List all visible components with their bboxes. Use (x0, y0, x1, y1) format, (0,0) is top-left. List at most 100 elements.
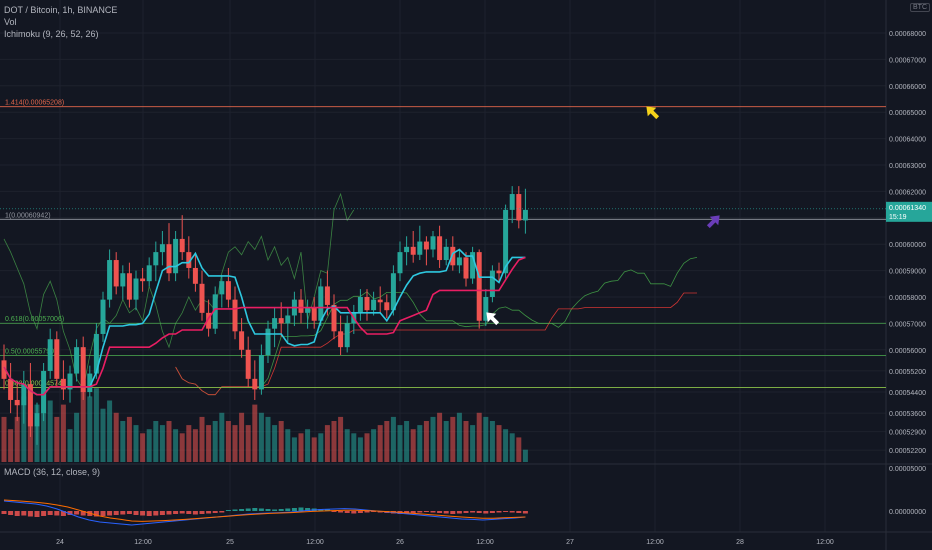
macd-hist-bar (437, 511, 443, 513)
candle-body (47, 339, 53, 371)
macd-hist-bar (80, 511, 86, 516)
purple-arrow-icon-shape (706, 215, 720, 229)
volume-bar (80, 380, 86, 462)
macd-hist-bar (331, 511, 337, 512)
candle-body (344, 323, 350, 348)
y-tick-label: 0.00065000 (889, 110, 926, 117)
volume-bar (351, 433, 357, 462)
volume-bar (159, 425, 165, 462)
volume-bar (206, 425, 212, 462)
volume-bar (463, 421, 469, 462)
x-tick-label: 27 (566, 539, 574, 546)
macd-zero-tick: 0.00000000 (889, 509, 926, 516)
lagging-span (3, 192, 355, 391)
volume-bar (113, 412, 119, 462)
y-tick-label: 0.00064000 (889, 137, 926, 144)
volume-bar (278, 421, 284, 462)
volume-bar (404, 421, 410, 462)
candle-body (74, 347, 80, 374)
macd-hist-bar (206, 511, 212, 514)
volume-bar (120, 421, 126, 462)
conversion-line (3, 248, 526, 396)
macd-indicator-label[interactable]: MACD (36, 12, close, 9) (4, 467, 101, 477)
y-tick-label: 0.00058000 (889, 295, 926, 302)
candle-body (489, 270, 495, 297)
candle-body (278, 318, 284, 324)
ichimoku-indicator-label[interactable]: Ichimoku (9, 26, 52, 26) (4, 29, 99, 39)
macd-hist-bar (225, 510, 231, 511)
candle-body (285, 315, 291, 324)
candle-body (450, 246, 456, 266)
candle-body (516, 194, 522, 221)
volume-bar (456, 412, 462, 462)
candle-body (173, 238, 179, 274)
volume-bar (450, 416, 456, 462)
candle-body (417, 241, 423, 255)
volume-bar (496, 425, 502, 462)
candle-body (503, 209, 509, 274)
volume-bar (133, 425, 139, 462)
candle-body (324, 286, 330, 305)
macd-hist-bar (153, 511, 159, 516)
candle-body (364, 297, 370, 311)
candle-body (265, 328, 271, 356)
volume-bar (522, 449, 528, 462)
macd-hist-bar (338, 511, 344, 513)
macd-hist-bar (516, 511, 522, 513)
macd-hist-bar (140, 511, 146, 516)
y-tick-label: 0.00052900 (889, 430, 926, 437)
macd-hist-bar (298, 507, 304, 511)
volume-bar (311, 437, 317, 462)
y-tick-label: 0.00060000 (889, 242, 926, 249)
candle-body (509, 194, 515, 210)
volume-bar (126, 416, 132, 462)
candle-body (252, 378, 258, 390)
macd-hist-bar (120, 511, 126, 515)
candle-body (192, 267, 198, 284)
candle-body (186, 252, 192, 268)
volume-bar (489, 421, 495, 462)
candle-body (331, 304, 337, 332)
x-tick-label: 28 (736, 539, 744, 546)
candle-body (14, 399, 20, 406)
candle-body (311, 307, 317, 321)
volume-bar (93, 388, 99, 462)
symbol-title[interactable]: DOT / Bitcoin, 1h, BINANCE (4, 5, 118, 15)
candle-body (126, 273, 132, 300)
candle-body (206, 312, 212, 329)
volume-bar (41, 384, 47, 462)
fib-level-label: 0.618(0.00057006) (5, 316, 64, 323)
candle-body (153, 252, 159, 266)
macd-hist-bar (470, 511, 476, 513)
macd-hist-bar (245, 508, 251, 511)
x-tick-label: 12:00 (646, 539, 664, 546)
last-price-text: 0.00061340 (889, 205, 926, 212)
candle-body (456, 257, 462, 266)
macd-hist-bar (107, 511, 113, 516)
macd-hist-bar (34, 511, 40, 517)
macd-hist-bar (371, 511, 377, 512)
volume-indicator-label[interactable]: Vol (4, 17, 17, 27)
x-tick-label: 12:00 (134, 539, 152, 546)
macd-hist-bar (8, 511, 14, 515)
volume-bar (153, 421, 159, 462)
volume-bar (272, 425, 278, 462)
candle-body (357, 297, 363, 313)
macd-hist-bar (265, 509, 271, 511)
macd-hist-bar (27, 511, 33, 517)
candle-body (232, 299, 238, 332)
candle-body (179, 238, 185, 253)
volume-bar (390, 416, 396, 462)
volume-bar (74, 412, 80, 462)
macd-hist-bar (100, 511, 106, 516)
candle-body (107, 260, 113, 300)
volume-bar (324, 425, 330, 462)
x-tick-label: 12:00 (476, 539, 494, 546)
volume-bar (54, 416, 60, 462)
candle-body (410, 246, 416, 255)
volume-bar (265, 416, 271, 462)
fib-level-label: 1(0.00060942) (5, 212, 51, 219)
currency-tag: BTC (910, 3, 930, 12)
candle-body (41, 370, 47, 414)
